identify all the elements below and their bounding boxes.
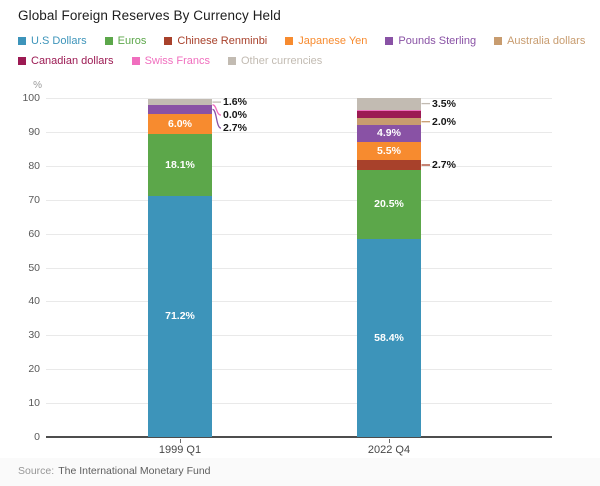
legend-item-swiss-francs[interactable]: Swiss Francs	[131, 55, 210, 67]
x-axis-category-label: 2022 Q4	[367, 444, 411, 456]
legend-item-australia-dollars[interactable]: Australia dollars	[494, 35, 585, 47]
legend-row: Canadian dollars Swiss Francs Other curren…	[18, 55, 585, 67]
legend-item-japanese-yen[interactable]: Japanese Yen	[285, 35, 367, 47]
y-axis-tick-label: 90	[28, 125, 40, 138]
legend-swatch-icon	[494, 37, 503, 45]
legend-item-euros[interactable]: Euros	[104, 35, 147, 47]
y-axis-tick-label: 50	[28, 261, 40, 274]
legend-label: Canadian dollars	[31, 55, 114, 67]
x-axis-tick	[389, 439, 390, 443]
source-prefix: Source:	[18, 465, 55, 477]
source-footer: Source: The International Monetary Fund	[0, 458, 600, 486]
y-axis-tick-label: 0	[34, 431, 40, 443]
bar-segment-other-currencies[interactable]	[148, 99, 212, 105]
legend-swatch-icon	[227, 57, 236, 65]
legend-swatch-icon	[164, 37, 173, 45]
legend-label: U.S Dollars	[31, 35, 87, 47]
bar-segment-japanese-yen[interactable]	[148, 113, 212, 135]
gridline	[46, 98, 552, 99]
x-axis-category-label: 1999 Q1	[158, 444, 202, 456]
legend-label: Chinese Renminbi	[177, 35, 268, 47]
callout-value-label: 2.0%	[432, 115, 456, 128]
bar-segment-pounds-sterling[interactable]	[357, 125, 421, 142]
legend-label: Swiss Francs	[144, 55, 210, 67]
legend-swatch-icon	[104, 37, 113, 45]
gridline	[46, 301, 552, 303]
legend-item-chinese-renminbi[interactable]: Chinese Renminbi	[164, 35, 267, 47]
legend-item-other-currencies[interactable]: Other currencies	[227, 55, 323, 67]
y-axis-tick-label: 10	[28, 397, 40, 410]
segment-value-label: 18.1%	[165, 158, 195, 171]
y-axis-tick-label: 100	[22, 92, 40, 104]
legend-label: Pounds Sterling	[398, 35, 477, 47]
gridline	[46, 199, 552, 201]
gridline	[46, 165, 552, 167]
legend: U.S Dollars Euros Chinese Renminbi Japanese…	[18, 35, 585, 75]
gridline	[46, 403, 552, 405]
bar-segment-euros[interactable]	[357, 169, 421, 239]
gridline	[46, 233, 552, 235]
segment-value-label: 6.0%	[168, 118, 192, 131]
segment-value-label: 20.5%	[374, 198, 404, 211]
source-name: The International Monetary Fund	[58, 465, 211, 477]
callout-value-label: 3.5%	[432, 97, 456, 110]
legend-label: Japanese Yen	[298, 35, 368, 47]
bar-segment-euros[interactable]	[148, 134, 212, 196]
legend-label: Other currencies	[240, 55, 323, 67]
bar-segment-australia-dollars[interactable]	[357, 118, 421, 126]
legend-swatch-icon	[285, 37, 294, 45]
legend-swatch-icon	[385, 37, 394, 45]
legend-item-canadian-dollars[interactable]: Canadian dollars	[18, 55, 114, 67]
legend-swatch-icon	[18, 37, 26, 45]
bar-segment-other-currencies[interactable]	[357, 97, 421, 110]
callout-line	[212, 104, 222, 116]
bar-segment-japanese-yen[interactable]	[357, 141, 421, 161]
y-axis-tick-label: 20	[28, 363, 40, 376]
y-axis-tick-label: 60	[28, 227, 40, 240]
legend-label: Euros	[117, 35, 147, 47]
callout-line	[212, 108, 222, 129]
bar-segment-swiss-francs[interactable]	[357, 109, 421, 111]
bar-segment-u-s-dollars[interactable]	[148, 195, 212, 437]
segment-value-label: 58.4%	[374, 332, 404, 344]
bar-segment-canadian-dollars[interactable]	[357, 110, 421, 119]
gridline	[46, 267, 552, 269]
legend-label: Australia dollars	[507, 35, 586, 47]
segment-value-label: 5.5%	[377, 145, 401, 158]
x-axis-tick	[180, 439, 181, 443]
bar-segment-pounds-sterling[interactable]	[148, 104, 212, 114]
callout-value-label: 2.7%	[432, 158, 456, 171]
gridline	[46, 335, 552, 337]
y-axis-tick-label: 80	[28, 159, 40, 172]
y-axis-tick-label: 70	[28, 193, 40, 206]
gridline	[46, 131, 552, 133]
bar-segment-u-s-dollars[interactable]	[357, 239, 421, 437]
legend-row: U.S Dollars Euros Chinese Renminbi Japanese…	[18, 35, 585, 47]
bar-segment-chinese-renminbi[interactable]	[357, 160, 421, 170]
gridline	[46, 369, 552, 371]
y-axis-unit-label: %	[33, 80, 42, 91]
chart-title: Global Foreign Reserves By Currency Held	[18, 8, 281, 23]
callout-value-label: 0.0%	[223, 109, 247, 122]
legend-swatch-icon	[18, 57, 26, 65]
callout-value-label: 1.6%	[223, 96, 247, 109]
legend-item-u-s-dollars[interactable]: U.S Dollars	[18, 35, 87, 47]
segment-value-label: 4.9%	[377, 127, 401, 140]
legend-swatch-icon	[131, 57, 140, 65]
y-axis-tick-label: 30	[28, 329, 40, 342]
x-axis-line	[46, 436, 552, 438]
y-axis-tick-label: 40	[28, 295, 40, 308]
callout-value-label: 2.7%	[223, 122, 247, 135]
legend-item-pounds-sterling[interactable]: Pounds Sterling	[385, 35, 476, 47]
source-note: Source: The International Monetary Fund	[18, 465, 211, 477]
segment-value-label: 71.2%	[165, 310, 195, 323]
